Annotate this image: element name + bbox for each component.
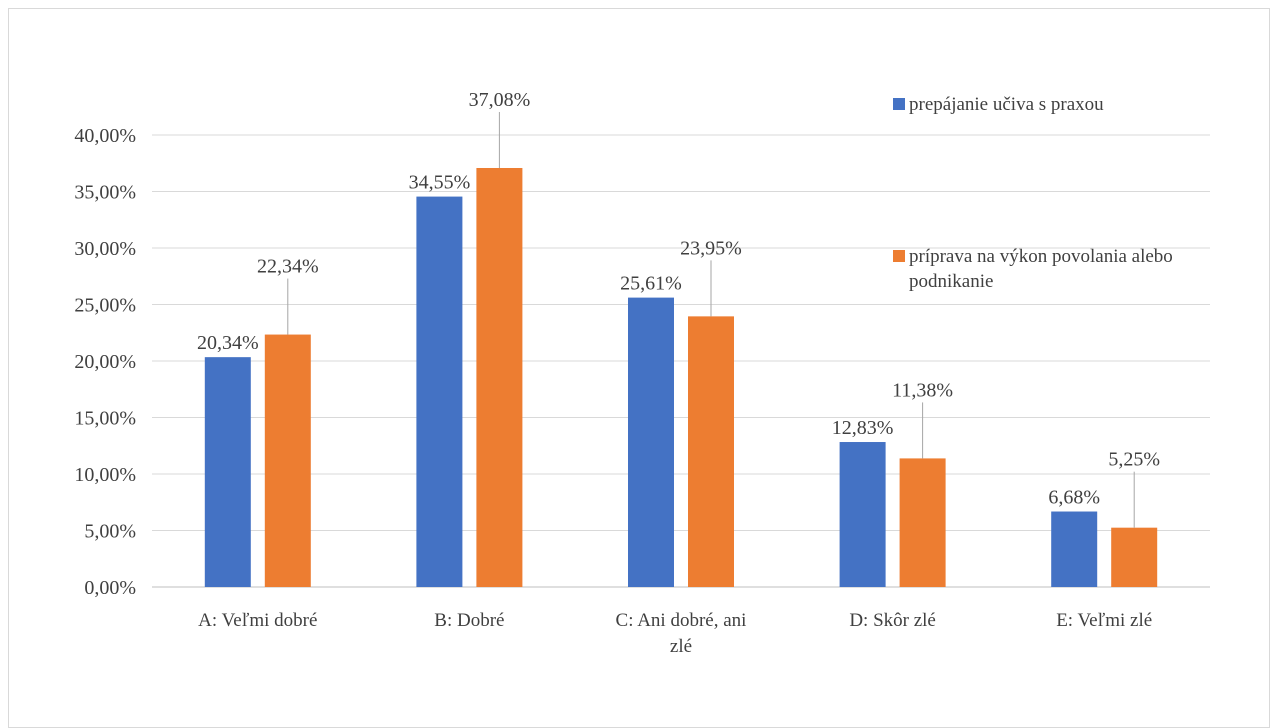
y-axis: 0,00% 5,00% 10,00% 15,00% 20,00% 25,00% 30,00%… <box>74 125 136 599</box>
legend-swatch <box>893 250 905 262</box>
data-label: 12,83% <box>832 417 894 439</box>
bar-series1 <box>628 297 674 587</box>
y-tick-label: 20,00% <box>74 351 136 373</box>
legend: prepájanie učiva s praxou príprava na výk… <box>893 94 1173 292</box>
legend-label: podnikanie <box>909 271 993 292</box>
x-category-label: zlé <box>670 636 692 657</box>
bar-series1 <box>416 196 463 587</box>
data-label: 25,61% <box>620 273 682 295</box>
data-label: 22,34% <box>257 256 319 278</box>
x-category-label: D: Skôr zlé <box>849 610 936 631</box>
legend-label: príprava na výkon povolania alebo <box>909 246 1173 267</box>
y-tick-label: 5,00% <box>84 521 136 543</box>
data-label: 23,95% <box>680 237 742 259</box>
data-labels: 20,34% 22,34% 34,55% 37,08% 25,61% 23,95% 12,8… <box>197 89 1160 509</box>
x-category-label: B: Dobré <box>434 610 504 631</box>
data-label: 37,08% <box>469 89 531 111</box>
y-tick-label: 30,00% <box>74 238 136 260</box>
bar-series2 <box>899 458 946 587</box>
legend-label: prepájanie učiva s praxou <box>909 94 1104 115</box>
legend-swatch <box>893 98 905 110</box>
x-axis: A: Veľmi dobré B: Dobré C: Ani dobré, ani z… <box>198 610 1152 657</box>
bars <box>204 167 1158 587</box>
bar-series2 <box>476 167 523 587</box>
leader-lines <box>287 111 1135 528</box>
data-label: 6,68% <box>1048 487 1100 509</box>
data-label: 34,55% <box>409 172 471 194</box>
y-tick-label: 15,00% <box>74 408 136 430</box>
bar-series1 <box>839 442 886 587</box>
data-label: 11,38% <box>892 379 953 401</box>
y-tick-label: 25,00% <box>74 295 136 317</box>
bar-series1 <box>204 357 251 587</box>
gridlines <box>152 134 1210 588</box>
bar-series2 <box>688 316 734 587</box>
bar-series2 <box>264 334 311 587</box>
data-label: 5,25% <box>1108 449 1160 471</box>
y-tick-label: 40,00% <box>74 125 136 147</box>
x-category-label: E: Veľmi zlé <box>1056 610 1152 631</box>
y-tick-label: 35,00% <box>74 182 136 204</box>
x-category-label: C: Ani dobré, ani <box>616 610 747 631</box>
data-label: 20,34% <box>197 332 259 354</box>
y-tick-label: 0,00% <box>84 577 136 599</box>
x-category-label: A: Veľmi dobré <box>198 610 317 631</box>
bar-series2 <box>1111 527 1158 587</box>
bar-series1 <box>1051 511 1098 587</box>
y-tick-label: 10,00% <box>74 464 136 486</box>
